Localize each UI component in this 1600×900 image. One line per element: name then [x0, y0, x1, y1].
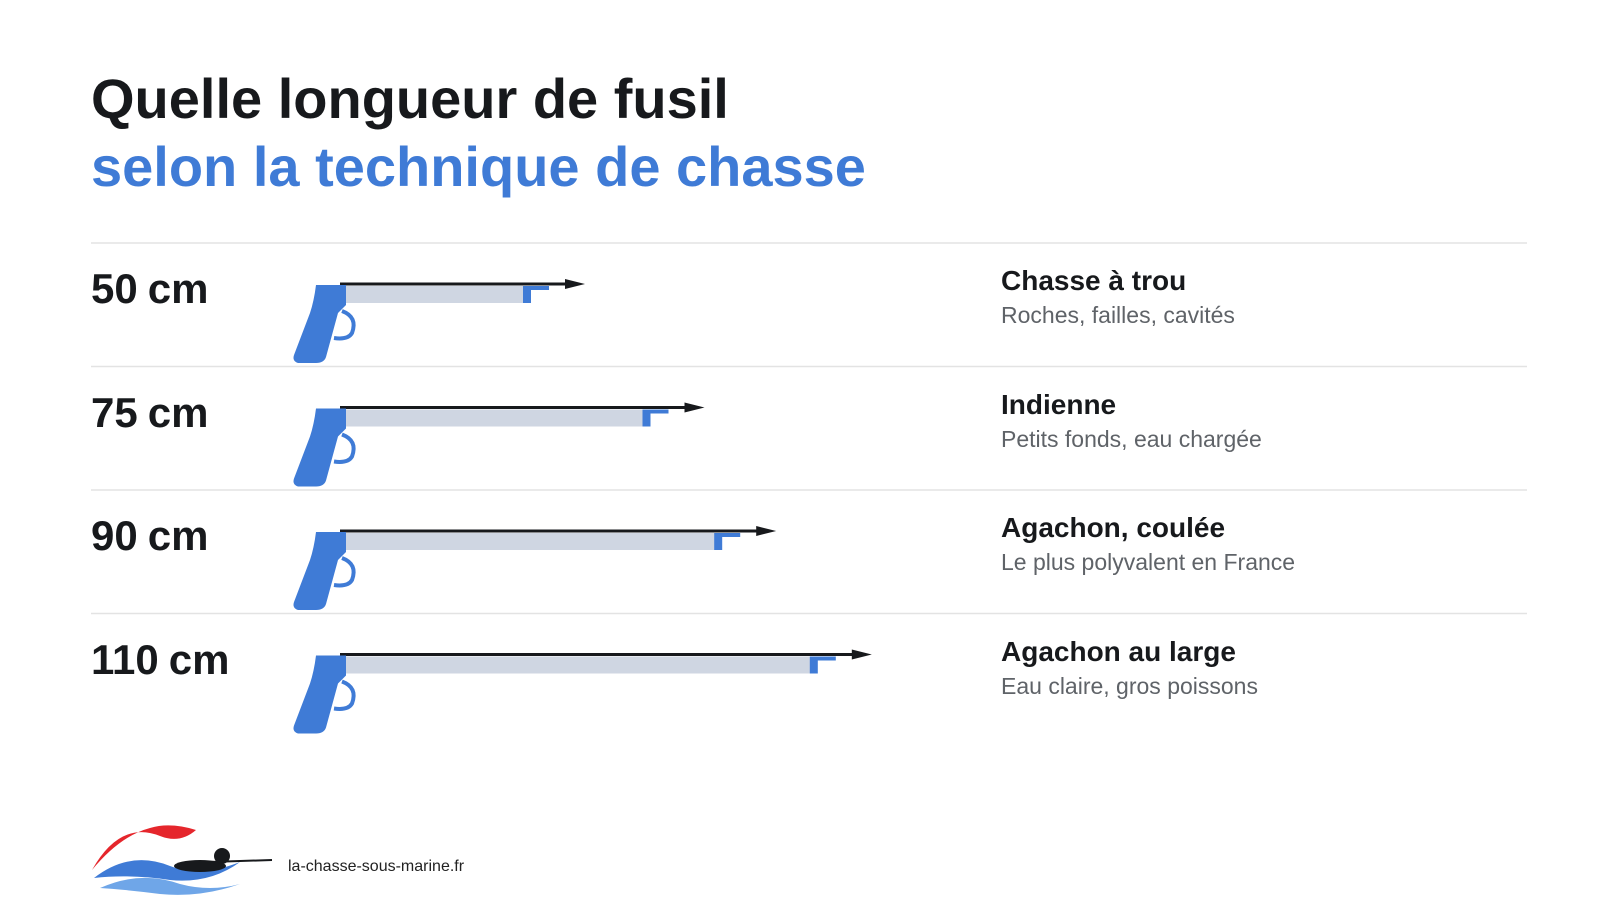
grip — [293, 408, 346, 487]
gun-body — [344, 286, 529, 303]
grip — [293, 532, 346, 610]
length-length: 50 — [91, 265, 138, 312]
site-url: la-chasse-sous-marine.fr — [288, 858, 465, 875]
trigger-guard — [333, 432, 356, 464]
trigger-guard — [333, 556, 356, 588]
spear-tip — [684, 402, 705, 413]
description: Petits fonds, eau chargée — [1001, 425, 1262, 452]
length-label: 110 cm — [91, 636, 229, 684]
gun-body — [344, 656, 816, 674]
length-unit: cm — [147, 388, 209, 436]
trigger-guard — [333, 309, 356, 341]
muzzle — [714, 533, 741, 550]
muzzle — [523, 286, 549, 303]
logo — [92, 825, 273, 895]
title: Quelle longueur de fusil — [91, 67, 729, 130]
muzzle — [809, 656, 836, 674]
speargun — [293, 649, 872, 734]
gun-body — [344, 533, 721, 550]
grip — [293, 655, 346, 734]
technique: Agachon, coulée — [1001, 512, 1226, 543]
spear-tip — [565, 279, 585, 289]
technique: Chasse à trou — [1001, 265, 1187, 296]
length-unit: cm — [147, 512, 209, 559]
spear-tip — [851, 649, 872, 660]
length-length: 90 — [91, 512, 138, 559]
trigger-guard — [333, 679, 356, 711]
speargun — [293, 402, 705, 487]
description: Eau claire, gros poissons — [1001, 672, 1258, 699]
length-length: 75 — [91, 388, 138, 436]
subtitle: selon la technique de chasse — [91, 135, 866, 198]
speargun — [293, 279, 585, 363]
description: Le plus polyvalent en France — [1001, 549, 1296, 575]
length-label: 75 cm — [91, 389, 208, 437]
length-length: 110 — [91, 635, 159, 683]
length-label: 50 cm — [91, 265, 208, 313]
technique: Agachon au large — [1001, 635, 1236, 667]
grip — [293, 285, 346, 363]
spear-tip — [756, 526, 777, 536]
length-unit: cm — [147, 265, 209, 312]
description: Roches, failles, cavités — [1001, 302, 1235, 328]
gun-body — [344, 409, 649, 427]
speargun — [293, 526, 777, 610]
length-unit: cm — [168, 635, 230, 683]
length-label: 90 cm — [91, 512, 208, 560]
muzzle — [642, 409, 669, 427]
technique: Indienne — [1001, 388, 1117, 420]
